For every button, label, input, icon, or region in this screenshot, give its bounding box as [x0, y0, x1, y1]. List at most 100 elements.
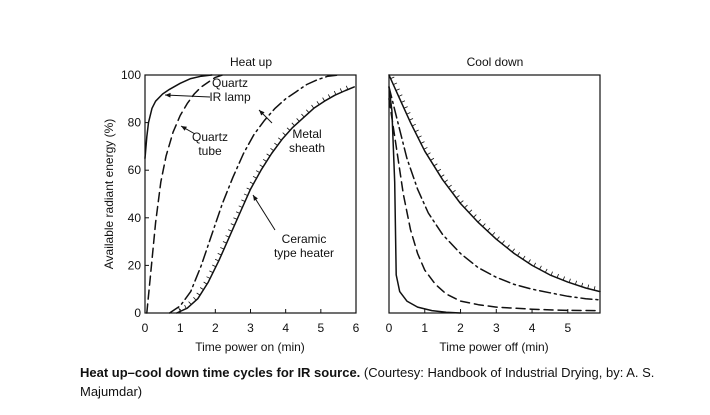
- series-tick-mark: [430, 157, 435, 161]
- series-tick-mark: [556, 273, 559, 278]
- heat-up-plot-frame: [144, 74, 357, 314]
- series-line-quartz-tube: [388, 98, 601, 312]
- heat-up-x-axis-label: Time power on (min): [195, 340, 305, 354]
- heat-up-series: [144, 74, 355, 314]
- series-tick-mark: [533, 262, 537, 267]
- series-tick-mark: [327, 94, 331, 99]
- series-tick-mark: [587, 284, 590, 289]
- series-tick-mark: [417, 135, 422, 138]
- series-line-metal-sheath: [388, 86, 601, 301]
- series-tick-mark: [214, 258, 219, 262]
- series-tick-mark: [270, 147, 274, 151]
- series-tick-mark: [398, 94, 403, 97]
- series-tick-mark: [199, 287, 204, 290]
- series-tick-mark: [473, 214, 477, 218]
- heat-up-title: Heat up: [230, 55, 272, 69]
- annotation-arrowhead: [259, 110, 265, 116]
- series-tick-mark: [406, 112, 411, 115]
- series-line-metal-sheath: [168, 74, 340, 314]
- annotation-arrowhead: [165, 92, 171, 98]
- annotation-label: Metal sheath: [289, 127, 325, 155]
- annotation-label: Ceramic type heater: [274, 232, 334, 260]
- series-tick-mark: [393, 82, 398, 85]
- series-line-quartz-ir-lamp: [388, 86, 462, 314]
- series-tick-mark: [487, 227, 491, 232]
- series-line-quartz-ir-lamp: [144, 74, 213, 160]
- annotation-label: Quartz tube: [192, 130, 228, 158]
- series-line-ceramic-type-heater: [175, 86, 355, 314]
- series-tick-mark: [412, 123, 416, 127]
- series-tick-mark: [196, 292, 201, 296]
- y-tick-label: 40: [128, 211, 142, 225]
- annotation-arrowhead: [253, 195, 258, 201]
- heat-up-y-ticks: 0 20 40 60 80 100: [121, 68, 149, 320]
- y-tick-label: 0: [134, 306, 141, 320]
- series-line-quartz-tube: [146, 74, 224, 314]
- series-tick-mark: [403, 106, 408, 109]
- heat-up-panel: Heat up 0 20 40 60 80 100 0 1 2 3 4 5 6 Quartz IR la…: [102, 55, 360, 354]
- x-tick-label: 2: [212, 321, 219, 335]
- figure-caption: Heat up–cool down time cycles for IR sou…: [80, 363, 690, 401]
- cool-down-panel: Cool down 0 1 2 3 4 5 Time power off (min): [386, 55, 601, 354]
- series-tick-mark: [420, 141, 425, 144]
- series-tick-mark: [544, 268, 548, 273]
- series-tick-mark: [277, 137, 282, 141]
- series-tick-mark: [574, 280, 577, 285]
- series-line-ceramic-type-heater: [388, 74, 601, 293]
- x-tick-label: 0: [386, 321, 393, 335]
- cool-down-x-axis-label: Time power off (min): [439, 340, 548, 354]
- series-tick-mark: [581, 282, 584, 287]
- series-tick-mark: [233, 217, 238, 220]
- series-tick-mark: [339, 88, 343, 93]
- cool-down-title: Cool down: [467, 55, 524, 69]
- series-tick-mark: [562, 276, 565, 281]
- series-tick-mark: [206, 276, 211, 279]
- series-tick-mark: [517, 252, 521, 256]
- x-tick-label: 4: [529, 321, 536, 335]
- series-tick-mark: [496, 236, 500, 240]
- annotation-arrowhead: [181, 126, 187, 131]
- series-tick-mark: [225, 235, 230, 238]
- series-tick-mark: [274, 142, 278, 146]
- series-tick-mark: [401, 100, 406, 103]
- series-tick-mark: [222, 241, 227, 244]
- series-tick-mark: [217, 253, 222, 256]
- y-tick-label: 20: [128, 258, 142, 272]
- series-tick-mark: [477, 219, 482, 223]
- series-tick-mark: [209, 270, 214, 273]
- caption-rest: (Courtesy: Handbook of Industrial Drying…: [80, 365, 655, 399]
- series-tick-mark: [230, 223, 235, 226]
- y-tick-label: 60: [128, 163, 142, 177]
- series-tick-mark: [433, 163, 438, 167]
- series-tick-mark: [291, 122, 295, 127]
- series-tick-mark: [444, 179, 448, 183]
- series-tick-mark: [241, 199, 246, 202]
- series-tick-mark: [501, 240, 505, 245]
- x-tick-label: 3: [247, 321, 254, 335]
- heat-up-y-axis-label: Available radiant energy (%): [102, 119, 116, 270]
- series-tick-mark: [322, 97, 325, 102]
- series-tick-mark: [286, 127, 291, 131]
- series-tick-mark: [345, 85, 349, 90]
- annotation-label: Quartz IR lamp: [209, 76, 251, 104]
- series-tick-mark: [193, 296, 197, 301]
- series-tick-mark: [550, 271, 553, 276]
- series-tick-mark: [593, 286, 596, 291]
- x-tick-label: 5: [564, 321, 571, 335]
- series-tick-mark: [316, 101, 320, 105]
- series-tick-mark: [188, 301, 192, 305]
- series-tick-mark: [482, 223, 486, 227]
- series-tick-mark: [301, 113, 305, 118]
- series-tick-mark: [437, 168, 442, 172]
- series-tick-mark: [568, 278, 571, 283]
- series-tick-mark: [296, 118, 300, 122]
- y-tick-label: 100: [121, 68, 141, 82]
- annotation-arrow: [164, 94, 211, 98]
- series-tick-mark: [455, 195, 460, 199]
- series-tick-mark: [440, 174, 445, 178]
- series-tick-mark: [282, 132, 286, 136]
- series-tick-mark: [235, 211, 240, 214]
- series-tick-mark: [333, 90, 337, 95]
- series-tick-mark: [238, 205, 243, 208]
